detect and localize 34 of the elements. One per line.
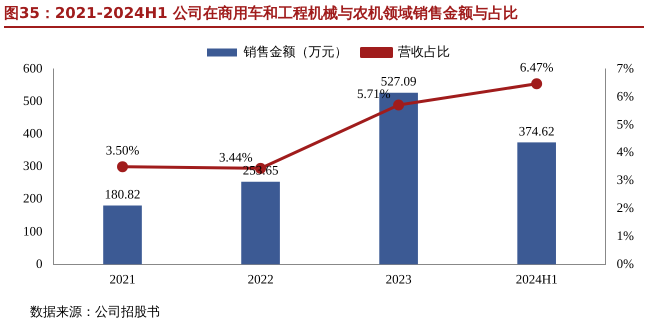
chart-title: 图35：2021-2024H1 公司在商用车和工程机械与农机领域销售金额与占比 (4, 4, 644, 28)
y-tick-label: 300 (23, 158, 42, 174)
point (531, 78, 542, 90)
y2-tick-label: 6% (616, 88, 634, 104)
y-tick-label: 400 (23, 126, 42, 141)
bar (517, 142, 556, 264)
x-tick-label: 2021 (110, 272, 136, 287)
data-label: 374.62 (518, 123, 555, 138)
y-tick-label: 100 (23, 223, 42, 238)
bar (103, 206, 142, 264)
legend-label: 营收占比 (398, 44, 450, 59)
data-label: 180.82 (104, 186, 140, 202)
y2-tick-label: 2% (616, 200, 634, 215)
y2-tick-label: 1% (616, 228, 634, 243)
x-tick-label: 2023 (386, 272, 412, 287)
data-label: 3.50% (106, 142, 140, 158)
y2-tick-label: 7% (616, 60, 634, 76)
source-note: 数据来源：公司招股书 (30, 304, 160, 321)
y-tick-label: 0 (36, 256, 42, 271)
y2-tick-label: 5% (616, 116, 634, 132)
y2-tick-label: 3% (616, 172, 634, 188)
x-tick-label: 2024H1 (516, 272, 558, 287)
y2-tick-label: 0% (616, 256, 634, 271)
x-tick-label: 2022 (248, 272, 274, 287)
y-tick-label: 600 (23, 60, 42, 76)
y-tick-label: 200 (23, 190, 42, 206)
y2-tick-label: 4% (616, 144, 634, 160)
point (393, 100, 404, 111)
bar (241, 182, 280, 264)
legend-label: 销售金额（万元） (242, 44, 348, 59)
data-label: 6.47% (520, 60, 554, 75)
point (117, 161, 128, 172)
data-label: 3.44% (218, 149, 253, 164)
y-tick-label: 500 (23, 92, 42, 108)
